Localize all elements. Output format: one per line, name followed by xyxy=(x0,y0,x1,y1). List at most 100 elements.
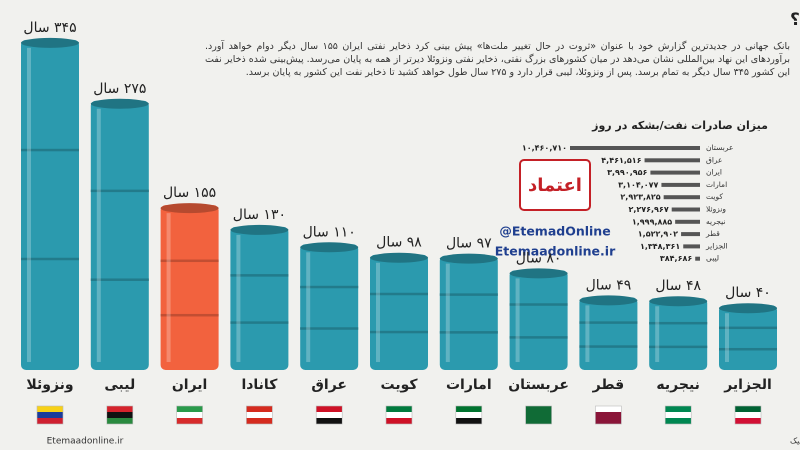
barrel xyxy=(230,226,289,370)
export-category: ونزوئلا xyxy=(706,205,726,214)
export-bar xyxy=(644,158,700,163)
value-label: ۸۰ سال xyxy=(516,250,562,266)
barrel-rib xyxy=(579,321,638,324)
flag-stripe xyxy=(595,412,622,418)
category-label: الجزایر xyxy=(723,377,772,393)
export-value-label: ۴,۴۶۱,۵۱۶ xyxy=(601,156,641,165)
flag-stripe xyxy=(246,412,273,418)
export-bar xyxy=(681,232,700,237)
flag-stripe xyxy=(525,406,552,412)
flag-stripe xyxy=(665,418,692,424)
description: بانک جهانی در جدیدترین گزارش خود با عنوا… xyxy=(205,41,790,78)
flag-border xyxy=(315,405,343,425)
barrel-top xyxy=(719,303,777,314)
barrel-top xyxy=(509,268,568,279)
flag-stripe xyxy=(316,406,343,412)
category-label: عراق xyxy=(311,377,347,393)
flag-stripe xyxy=(455,412,482,418)
flag-stripe xyxy=(106,418,133,424)
flag-stripe xyxy=(735,418,761,424)
value-label: ۱۳۰ سال xyxy=(233,207,286,223)
flag-stripe xyxy=(37,412,63,418)
value-label: ۱۱۰ سال xyxy=(303,224,356,240)
barrel-rib xyxy=(649,321,708,325)
flag-border xyxy=(246,405,273,425)
barrel-top xyxy=(439,253,498,264)
export-category: نیجریه xyxy=(706,217,725,226)
value-label: ۹۸ سال xyxy=(376,235,422,251)
value-label: ۲۷۵ سال xyxy=(93,81,146,97)
category-label: ایران xyxy=(172,377,208,393)
category-label: امارات xyxy=(446,377,492,393)
barrel-shine xyxy=(306,252,311,362)
flag-stripe xyxy=(246,418,273,424)
barrel-rib xyxy=(300,327,359,330)
barrel-rib xyxy=(21,148,79,152)
flag-stripe xyxy=(386,418,412,424)
export-bar xyxy=(661,182,700,187)
export-bar xyxy=(683,244,700,249)
barrel-rib xyxy=(160,313,219,317)
barrel-shine xyxy=(445,263,450,362)
barrel-rib xyxy=(370,292,428,296)
category-label: کانادا xyxy=(241,377,278,393)
barrel-top xyxy=(579,295,638,306)
flag-stripe xyxy=(316,418,343,424)
export-category: کویت xyxy=(706,192,723,201)
flag-stripe xyxy=(316,412,343,418)
value-label: ۴۸ سال xyxy=(655,278,701,294)
flag-border xyxy=(734,405,762,425)
barrel xyxy=(509,270,568,370)
logo: اعتماد xyxy=(528,175,582,196)
category-label: لیبی xyxy=(104,377,135,393)
barrel-rib xyxy=(719,347,777,351)
flag-stripe xyxy=(455,418,482,424)
flag-border xyxy=(36,405,64,425)
barrel-rib xyxy=(300,285,359,289)
category-label: قطر xyxy=(592,377,625,393)
flag-stripe xyxy=(386,412,412,418)
barrel-rib xyxy=(509,336,568,339)
subchart-title: میزان صادرات نفت/بشکه در روز xyxy=(591,119,768,132)
flag-stripe xyxy=(37,406,63,412)
barrel-top xyxy=(370,252,428,263)
export-value-label: ۳,۱۰۴,۰۷۷ xyxy=(618,180,658,189)
barrel xyxy=(90,100,149,370)
barrel xyxy=(579,297,638,370)
barrel xyxy=(649,298,708,370)
footer-source: منبع داده: بانک جهانی - سینتیک xyxy=(790,437,800,446)
barrel xyxy=(300,244,359,370)
export-value-label: ۳,۹۹۰,۹۵۶ xyxy=(607,168,647,177)
barrel-top xyxy=(160,203,219,214)
flag-border xyxy=(455,405,483,425)
value-label: ۳۴۵ سال xyxy=(23,20,76,36)
barrel-rib xyxy=(509,303,568,306)
barrel xyxy=(439,255,498,370)
export-category: الجزایر xyxy=(705,241,728,250)
site-url: Etemaadonline.ir xyxy=(495,244,616,259)
export-category: عراق xyxy=(706,155,723,164)
flag-stripe xyxy=(595,406,622,412)
export-bar xyxy=(695,256,700,261)
value-label: ۴۹ سال xyxy=(586,277,632,293)
footer-site: Etemaadonline.ir xyxy=(47,437,124,447)
export-value-label: ۱,۳۴۸,۳۶۱ xyxy=(640,242,680,251)
flag-border xyxy=(176,405,203,425)
export-value-label: ۲,۲۷۶,۹۶۷ xyxy=(628,205,668,214)
category-label: نیجریه xyxy=(656,377,700,393)
flag-border xyxy=(664,405,692,425)
barrel-rib xyxy=(370,330,428,334)
flag-border xyxy=(525,405,552,425)
twitter-handle: @EtemadOnline xyxy=(499,224,610,239)
value-label: ۱۵۵ سال xyxy=(163,185,216,201)
barrel-shine xyxy=(725,313,729,362)
barrel-rib xyxy=(439,293,498,296)
flag-stripe xyxy=(246,406,273,412)
flag-stripe xyxy=(595,418,622,424)
title: ایران چند سال دیگر نفت دارد؟ xyxy=(790,9,800,30)
export-bar xyxy=(671,207,700,212)
barrel-rib xyxy=(579,345,638,348)
barrel xyxy=(719,305,777,370)
barrel-top xyxy=(230,224,289,235)
barrel xyxy=(370,254,428,370)
